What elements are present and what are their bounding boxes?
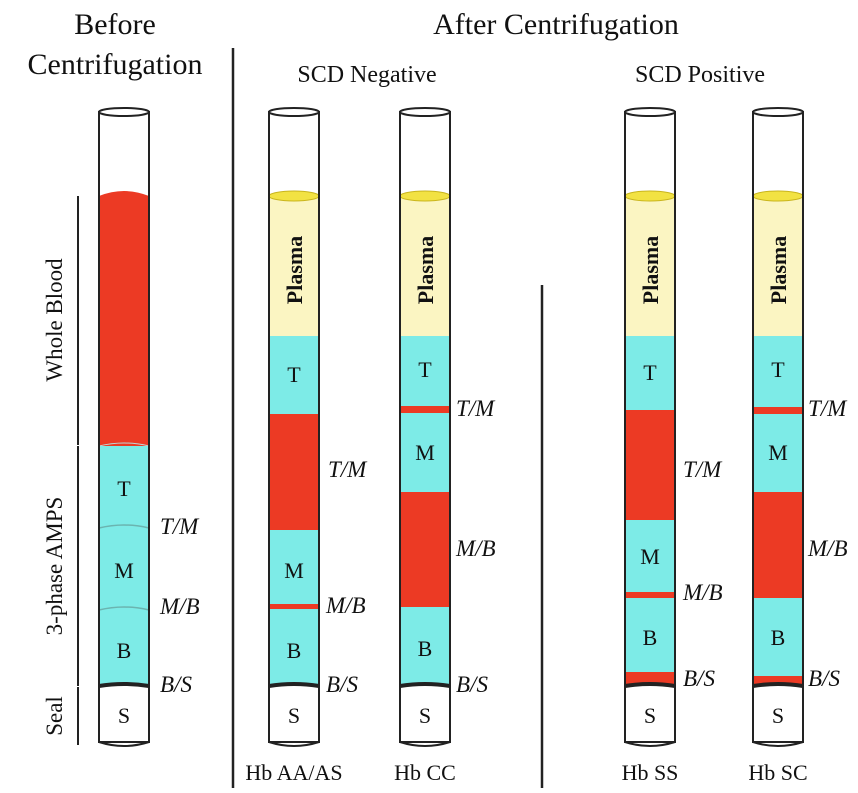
tube-aa-as-meniscus	[268, 190, 320, 202]
tube-cc-label-t: T	[418, 357, 432, 382]
tube-aa-as-bs-label: B/S	[326, 672, 358, 697]
tube-sc-label-b: B	[771, 625, 786, 650]
tube-sc-plasma	[753, 196, 803, 336]
after-header: After Centrifugation	[433, 8, 679, 41]
tube-before-middle-band	[99, 528, 149, 610]
tube-ss-label-t: T	[643, 360, 657, 385]
tube-cc-red-mb	[400, 492, 450, 607]
tube-before-whole-blood	[99, 196, 149, 446]
tube-ss-label-m: M	[640, 544, 660, 569]
tube-ss-tm-label: T/M	[683, 457, 723, 482]
tube-cc-mb-label: M/B	[455, 536, 496, 561]
tube-aa-as-bottom-band	[269, 609, 319, 686]
tube-sc-label-s: S	[772, 703, 784, 728]
tube-sc-top-band	[753, 336, 803, 407]
tube-before-label-b: B	[117, 638, 132, 663]
tube-sc-label-m: M	[768, 440, 788, 465]
tube-cc: Plasma T M B S	[399, 107, 451, 747]
tube-cc-label-m: M	[415, 440, 435, 465]
tube-sc-bs-label: B/S	[808, 666, 840, 691]
tube-aa-as-caption: Hb AA/AS	[245, 760, 342, 785]
tube-sc-label-plasma: Plasma	[766, 236, 791, 304]
tube-cc-red-tm	[400, 406, 450, 413]
tube-aa-as-label-s: S	[288, 703, 300, 728]
tube-cc-caption: Hb CC	[394, 760, 456, 785]
tube-cc-tm-label: T/M	[456, 396, 496, 421]
tube-cc-bs-label: B/S	[456, 672, 488, 697]
tube-aa-as-red-mb	[269, 604, 319, 609]
tube-sc-meniscus	[752, 190, 804, 202]
before-header-line2: Centrifugation	[28, 48, 203, 81]
tube-sc: Plasma T M B S	[752, 107, 804, 747]
tube-sc-bottom-band	[753, 598, 803, 676]
whole-blood-label: Whole Blood	[42, 258, 67, 382]
tube-ss-plasma	[625, 196, 675, 336]
tube-sc-mb-label: M/B	[807, 536, 848, 561]
tube-sc-red-tm	[753, 407, 803, 414]
tube-cc-meniscus	[399, 190, 451, 202]
tube-ss-red-tm	[625, 410, 675, 520]
before-header-line1: Before	[74, 8, 156, 41]
tube-aa-as-label-m: M	[284, 558, 304, 583]
tube-sc-middle-band	[753, 414, 803, 492]
tube-before-label-t: T	[117, 476, 131, 501]
tube-ss-red-mb	[625, 592, 675, 598]
tube-ss-label-b: B	[643, 625, 658, 650]
tube-before: T M B S	[98, 107, 150, 747]
tube-ss-mb-label: M/B	[682, 580, 723, 605]
tube-before-tm-label: T/M	[160, 514, 200, 539]
tube-aa-as-label-t: T	[287, 362, 301, 387]
tube-aa-as-plasma	[269, 196, 319, 336]
tube-aa-as-seal	[269, 686, 319, 742]
tube-ss-label-plasma: Plasma	[638, 236, 663, 304]
amps-label: 3-phase AMPS	[42, 497, 67, 636]
tube-ss-bs-label: B/S	[683, 666, 715, 691]
tube-before-label-s: S	[118, 703, 130, 728]
tube-ss: Plasma T M B S	[624, 107, 676, 747]
tube-cc-label-b: B	[418, 636, 433, 661]
tube-aa-as-mb-label: M/B	[325, 593, 366, 618]
tube-ss-caption: Hb SS	[622, 760, 679, 785]
tube-before-seal	[99, 686, 149, 742]
tube-cc-middle-band	[400, 413, 450, 492]
tube-sc-caption: Hb SC	[748, 760, 807, 785]
tube-before-mb-label: M/B	[159, 594, 200, 619]
tube-sc-seal	[753, 686, 803, 742]
tube-ss-middle-band	[625, 520, 675, 592]
tube-cc-bottom-band	[400, 607, 450, 686]
tube-sc-red-mb	[753, 492, 803, 598]
tube-ss-top-band	[625, 336, 675, 410]
tube-sc-tm-label: T/M	[808, 396, 848, 421]
tube-cc-top-band	[400, 336, 450, 406]
tube-before-top-band	[99, 446, 149, 528]
tube-aa-as: Plasma T M B S	[268, 107, 320, 747]
tube-ss-bottom-band	[625, 598, 675, 672]
tube-aa-as-middle-band	[269, 530, 319, 604]
tube-before-label-m: M	[114, 558, 134, 583]
tube-cc-seal	[400, 686, 450, 742]
tube-ss-label-s: S	[644, 703, 656, 728]
scd-positive-header: SCD Positive	[635, 62, 765, 88]
tube-before-bs-label: B/S	[160, 672, 192, 697]
tube-aa-as-label-plasma: Plasma	[282, 236, 307, 304]
tube-aa-as-top-band	[269, 336, 319, 414]
seal-label: Seal	[42, 696, 67, 736]
tube-sc-label-t: T	[771, 357, 785, 382]
tube-aa-as-red-tm	[269, 414, 319, 530]
tube-before-bottom-band	[99, 610, 149, 686]
tube-cc-label-plasma: Plasma	[413, 236, 438, 304]
tube-cc-label-s: S	[419, 703, 431, 728]
tube-ss-seal	[625, 686, 675, 742]
tube-aa-as-label-b: B	[287, 638, 302, 663]
tube-sc-red-bs	[753, 676, 803, 686]
tube-aa-as-tm-label: T/M	[328, 457, 368, 482]
tube-cc-plasma	[400, 196, 450, 336]
tube-ss-meniscus	[624, 190, 676, 202]
scd-negative-header: SCD Negative	[297, 62, 436, 88]
